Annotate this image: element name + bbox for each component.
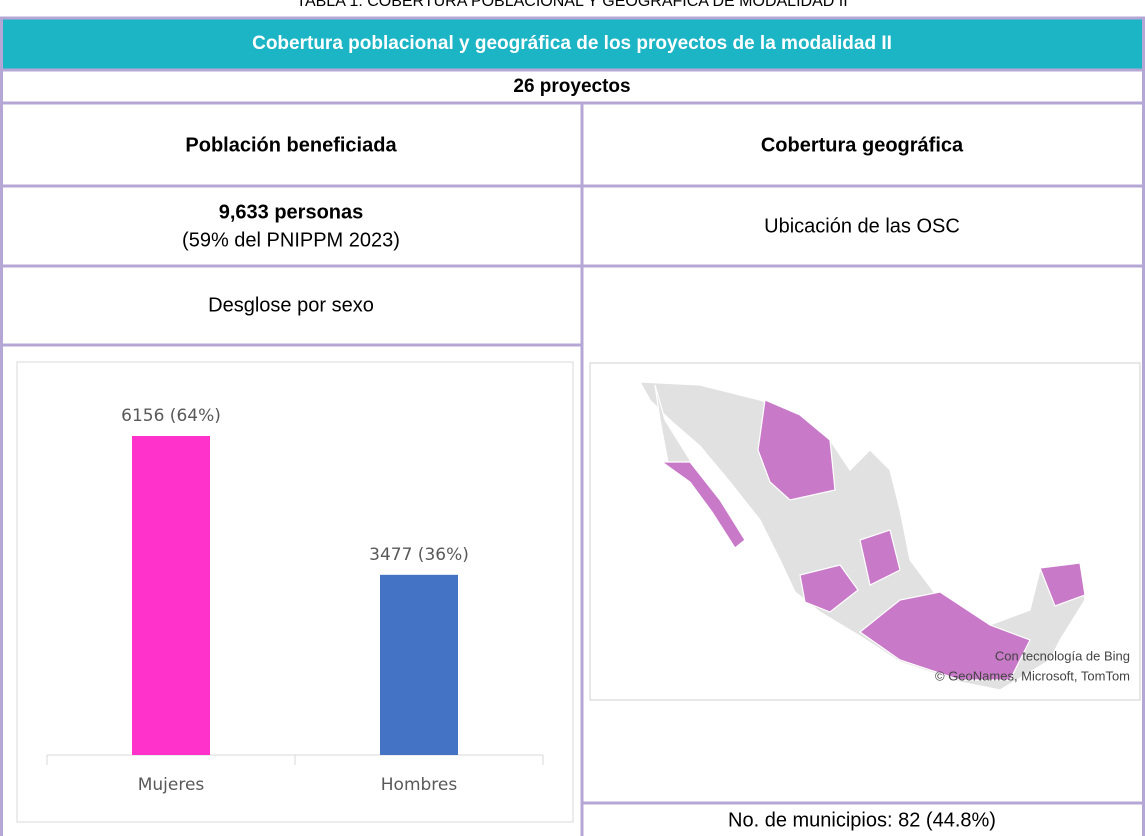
x-tick-label: Hombres — [381, 775, 458, 795]
caption: TABLA 1. COBERTURA POBLACIONAL Y GEOGRÁF… — [296, 0, 847, 10]
chart: 6156 (64%) Mujeres 3477 (36%) Hombres — [46, 406, 544, 795]
bar — [132, 436, 210, 755]
title-band — [0, 18, 1145, 70]
population-note: (59% del PNIPPM 2023) — [182, 229, 400, 251]
data-label: 3477 (36%) — [369, 545, 469, 565]
location: Ubicación de las OSC — [764, 215, 960, 237]
map-region — [1039, 562, 1086, 607]
column-header: Cobertura geográfica — [761, 134, 964, 156]
map-region — [858, 591, 1031, 681]
subtitle: 26 proyectos — [513, 76, 630, 97]
column-header: Población beneficiada — [185, 134, 397, 156]
map-region — [757, 399, 836, 501]
map-region — [799, 564, 859, 613]
population-total: 9,633 personas — [219, 201, 364, 223]
table-title: Cobertura poblacional y geográfica de lo… — [252, 33, 892, 54]
chart-frame — [16, 361, 574, 823]
map-land — [638, 381, 1086, 691]
map-attribution: © GeoNames, Microsoft, TomTom — [935, 668, 1130, 683]
bar — [380, 574, 458, 755]
map-region — [859, 529, 901, 586]
data-label: 6156 (64%) — [121, 406, 221, 426]
x-tick-label: Mujeres — [138, 775, 205, 795]
map: Con tecnología de Bing © GeoNames, Micro… — [589, 362, 1141, 701]
municipalities: No. de municipios: 82 (44.8%) — [728, 809, 996, 831]
map-region — [660, 461, 746, 549]
table-rules — [0, 16, 1145, 836]
map-attribution: Con tecnología de Bing — [995, 648, 1130, 663]
breakdown: Desglose por sexo — [208, 294, 374, 316]
